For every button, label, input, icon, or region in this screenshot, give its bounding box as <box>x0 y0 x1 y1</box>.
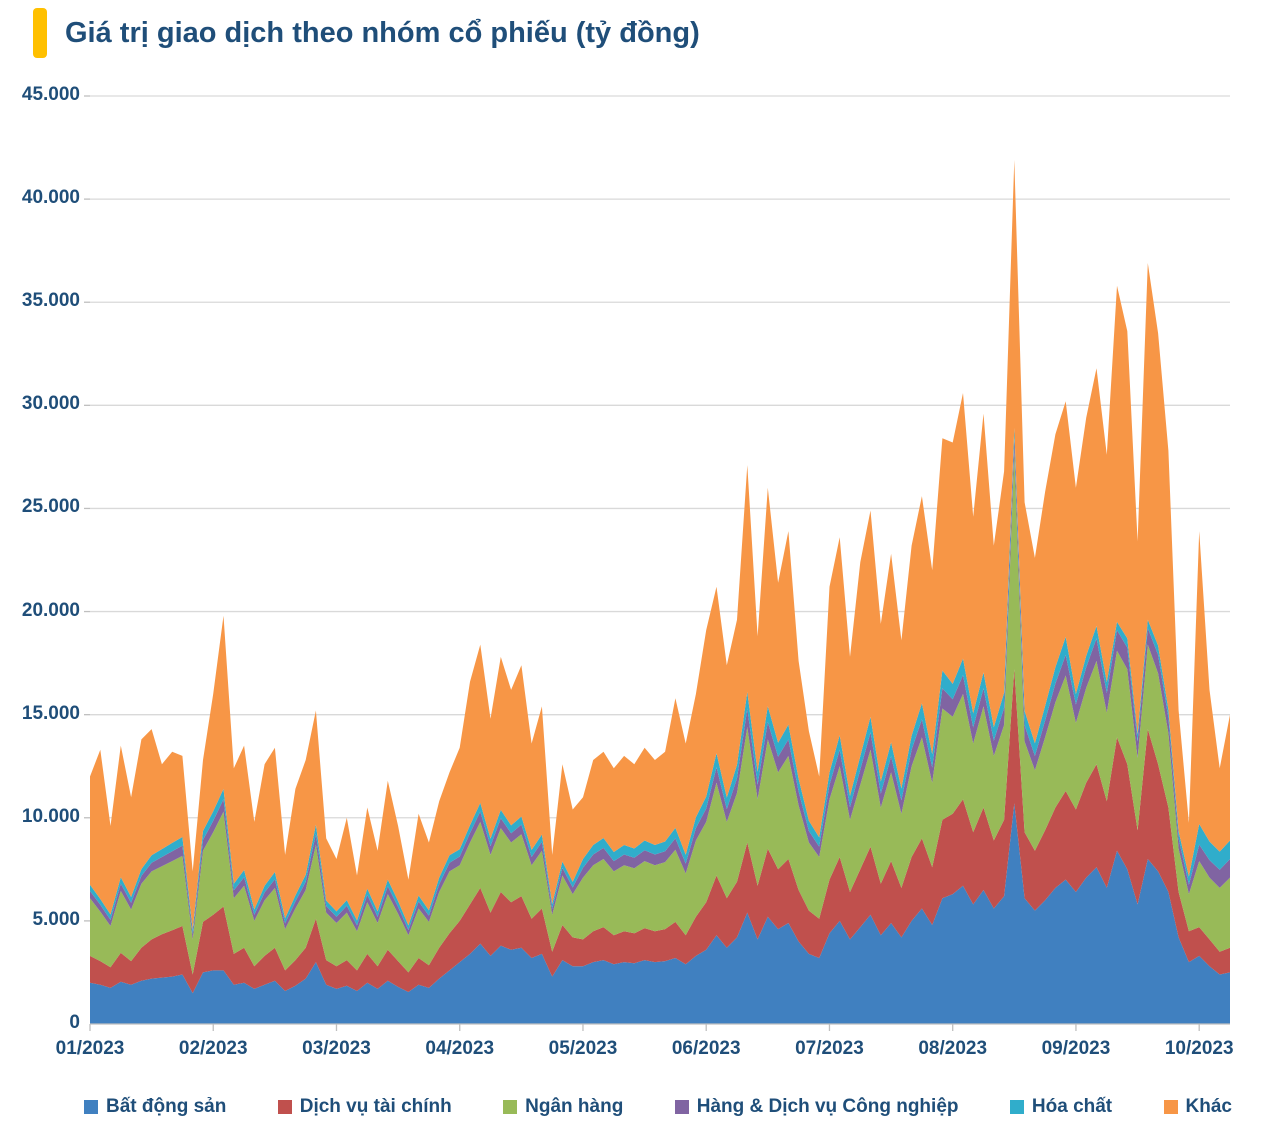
x-tick-label: 04/2023 <box>425 1038 495 1059</box>
y-tick-label: 35.000 <box>21 290 80 312</box>
legend-label: Hóa chất <box>1031 1096 1113 1117</box>
legend-item: Dịch vụ tài chính <box>277 1096 452 1118</box>
legend-swatch <box>277 1100 292 1114</box>
y-tick-label: 25.000 <box>21 496 80 518</box>
y-tick-label: 45.000 <box>21 84 80 105</box>
y-tick-label: 0 <box>69 1012 80 1033</box>
legend-swatch <box>503 1100 518 1114</box>
legend-label: Dịch vụ tài chính <box>299 1096 452 1117</box>
legend-swatch <box>84 1100 98 1114</box>
x-tick-label: 10/2023 <box>1164 1038 1234 1059</box>
x-tick-label: 09/2023 <box>1041 1038 1111 1059</box>
x-tick-label: 08/2023 <box>918 1038 988 1059</box>
legend-swatch <box>1009 1100 1024 1114</box>
title-accent-bar <box>33 8 47 58</box>
y-tick-label: 10.000 <box>21 805 80 827</box>
y-tick-label: 15.000 <box>21 702 80 724</box>
y-tick-label: 30.000 <box>21 393 80 415</box>
x-tick-label: 06/2023 <box>671 1038 741 1059</box>
x-tick-label: 07/2023 <box>795 1038 864 1059</box>
legend-item: Khác <box>1163 1096 1232 1118</box>
chart-header: Giá trị giao dịch theo nhóm cổ phiếu (tỷ… <box>33 8 700 58</box>
area-series-Bất động sản <box>90 803 1230 1024</box>
legend-item: Hàng & Dịch vụ Công nghiệp <box>674 1096 959 1118</box>
area-series-Khác <box>90 159 1230 930</box>
legend-swatch <box>674 1100 689 1114</box>
legend-label: Hàng & Dịch vụ Công nghiệp <box>696 1096 959 1117</box>
x-tick-label: 05/2023 <box>548 1038 618 1059</box>
y-tick-label: 5.000 <box>32 908 80 930</box>
x-tick-label: 01/2023 <box>55 1038 125 1059</box>
legend-label: Khác <box>1185 1096 1232 1117</box>
legend-swatch <box>1163 1100 1178 1114</box>
legend-item: Ngân hàng <box>503 1096 623 1118</box>
page-title: Giá trị giao dịch theo nhóm cổ phiếu (tỷ… <box>65 16 700 49</box>
y-tick-label: 20.000 <box>21 599 80 621</box>
legend-label: Ngân hàng <box>525 1096 624 1117</box>
area-series-Dịch vụ tài chính <box>90 669 1230 994</box>
area-series-Ngân hàng <box>90 452 1230 975</box>
legend-label: Bất động sản <box>106 1096 227 1117</box>
y-tick-label: 40.000 <box>21 187 80 209</box>
legend-item: Bất động sản <box>84 1096 226 1118</box>
legend-item: Hóa chất <box>1009 1096 1113 1118</box>
chart-legend: Bất động sản Dịch vụ tài chính Ngân hàng Hà… <box>84 1096 1232 1118</box>
x-tick-label: 03/2023 <box>302 1038 371 1059</box>
x-tick-label: 02/2023 <box>178 1038 248 1059</box>
